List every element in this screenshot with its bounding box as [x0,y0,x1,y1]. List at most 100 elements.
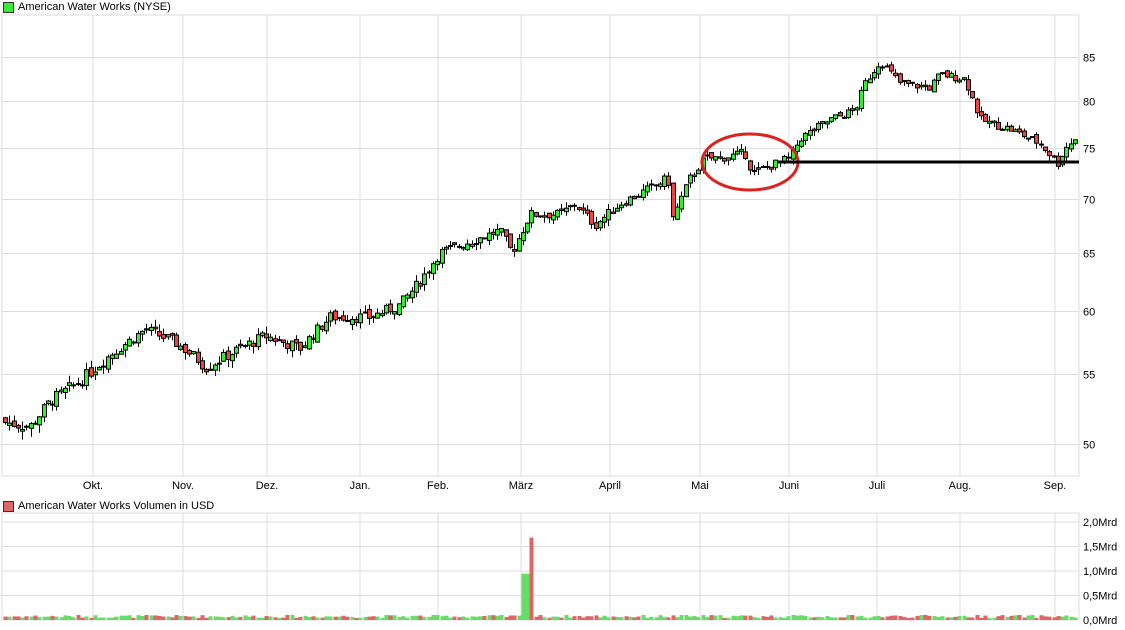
volume-bar [743,615,748,620]
candle-up [876,66,881,75]
volume-bar [940,616,945,620]
candle-up [932,79,937,93]
volume-bar [923,614,928,620]
volume-bar [906,617,911,620]
candle-down [572,204,577,207]
volume-bar [957,615,962,620]
volume-bar [966,617,971,620]
candle-down [1022,130,1027,138]
candle-down [89,367,94,377]
volume-bars [3,537,1078,620]
volume-bar [752,617,757,620]
volume-bar [692,616,697,620]
volume-bar [701,615,706,620]
candle-up [268,336,273,342]
candle-up [324,321,329,332]
candle-down [594,222,599,229]
volume-bar [221,617,226,620]
volume-bar [756,617,761,620]
candle-down [975,98,980,114]
volume-bar [547,617,552,620]
volume-bar [320,617,325,620]
volume-bar [838,617,843,620]
volume-bar [76,614,81,620]
volume-bar [705,617,710,620]
volume-bar [611,616,616,620]
volume-bar [187,616,192,620]
candle-up [414,280,419,293]
candle-down [838,112,843,117]
price-annotations [700,132,1079,192]
volume-bar [350,616,355,620]
volume-bar [885,616,890,620]
y-tick-label: 1,0Mrd [1083,566,1117,578]
volume-bar [726,617,731,620]
volume-bar [615,616,620,620]
candle-down [508,233,513,248]
candle-up [29,423,34,429]
x-tick-label: Mai [691,480,709,492]
volume-bar [791,614,796,620]
volume-bar [850,614,855,620]
volume-bar [606,617,611,620]
volume-bar [868,617,873,620]
volume-bar [422,617,427,620]
candle-down [743,151,748,160]
candle-up [67,382,72,386]
candle-down [491,231,496,236]
y-tick-label: 50 [1083,440,1095,452]
candle-up [658,183,663,187]
candle-down [722,157,727,162]
volume-bar [110,617,115,620]
candle-up [358,313,363,324]
candle-up [1064,146,1069,158]
candle-up [499,228,504,233]
volume-bar [418,615,423,620]
volume-bar [37,617,42,620]
volume-bar [1013,615,1018,620]
candle-up [427,271,432,274]
candle-up [106,356,111,370]
candle-down [898,73,903,83]
volume-bar [898,615,903,620]
candle-down [50,403,55,406]
volume-bar [273,617,278,620]
candle-up [191,351,196,355]
volume-bar [1017,614,1022,620]
volume-bar [452,616,457,620]
volume-bar [200,615,205,620]
volume-bar [298,616,303,620]
volume-bar [564,614,569,620]
candle-up [739,149,744,153]
candle-down [534,212,539,217]
volume-bar [410,615,415,620]
candle-down [281,339,286,343]
candle-down [1047,151,1052,157]
candle-down [966,79,971,91]
volume-bar [234,617,239,620]
volume-bar [748,615,753,620]
volume-bar [93,615,98,620]
candle-down [200,360,205,370]
volume-bar [842,617,847,620]
candle-up [868,78,873,84]
candle-down [3,417,8,424]
candle-up [461,246,466,250]
candle-down [761,166,766,169]
candle-down [589,210,594,225]
volume-bar [80,617,85,620]
volume-bar [915,615,920,620]
candle-down [482,237,487,240]
candle-up [42,404,47,418]
volume-bar [149,615,154,620]
volume-bar [636,616,641,620]
volume-bar [191,616,196,620]
candle-down [144,328,149,331]
volume-bar [54,616,59,620]
candle-down [161,333,166,339]
volume-bar [619,617,624,620]
candle-up [380,313,385,317]
candle-down [1009,125,1014,132]
volume-bar [816,616,821,620]
volume-bar [375,616,380,620]
